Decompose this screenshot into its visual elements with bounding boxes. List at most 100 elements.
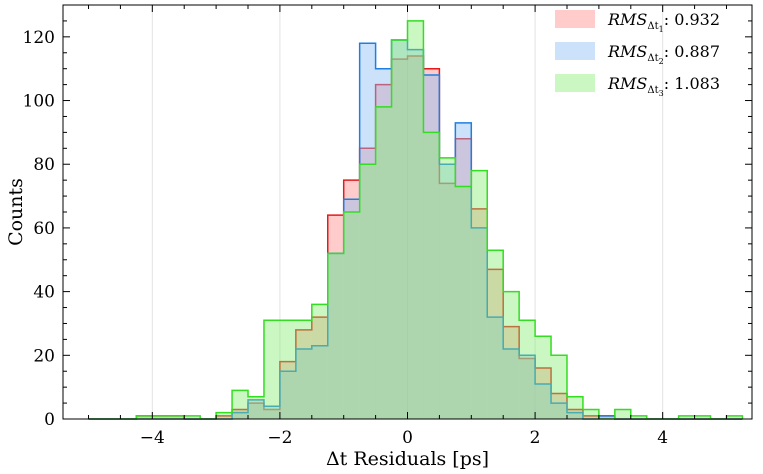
histogram-bar — [551, 393, 567, 419]
histogram-bar — [423, 68, 440, 419]
histogram-bar — [343, 180, 360, 419]
series-2 — [88, 39, 743, 420]
histogram-bar — [279, 361, 296, 419]
histogram-bar — [152, 415, 169, 419]
histogram-bar — [551, 403, 567, 419]
legend-swatch — [555, 10, 595, 28]
histogram-bar — [232, 390, 249, 419]
histogram-bar — [598, 415, 615, 419]
histogram-bar — [391, 40, 408, 420]
histogram-bar — [678, 415, 695, 419]
y-tick-label: 120 — [23, 28, 55, 48]
series-1 — [88, 55, 743, 420]
histogram-bar — [295, 348, 312, 419]
histogram-bar — [216, 412, 233, 419]
histogram-bar — [248, 396, 264, 419]
histogram-bar — [487, 250, 504, 419]
histogram-bar — [423, 132, 440, 419]
histogram-bar — [263, 320, 280, 419]
histogram-bar — [487, 269, 504, 419]
histogram-bar — [375, 68, 392, 419]
histogram-bar — [295, 320, 312, 419]
histogram-bar — [232, 412, 249, 419]
histogram-bar — [136, 415, 153, 419]
y-tick-label: 60 — [33, 219, 55, 239]
grid — [151, 5, 664, 419]
histogram-bar — [295, 329, 312, 419]
y-tick-label: 20 — [33, 346, 55, 366]
histogram-bar — [279, 371, 296, 419]
histogram-bar — [327, 215, 344, 419]
histogram-bar — [439, 164, 456, 419]
x-tick-label: 2 — [530, 428, 541, 448]
y-tick-label: 100 — [23, 92, 55, 112]
histogram-bar — [168, 415, 185, 419]
histogram-bar — [455, 138, 472, 419]
histogram-bar — [630, 415, 647, 419]
histogram-bar — [152, 415, 169, 419]
legend-item: RMSΔt3: 1.083 — [555, 74, 720, 98]
histogram-bar — [343, 199, 360, 419]
x-axis-label: Δt Residuals [ps] — [326, 448, 489, 470]
x-tick-label: 0 — [402, 428, 413, 448]
histogram-bar — [311, 304, 328, 419]
y-axis-label: Counts — [5, 178, 27, 246]
y-tick-label: 80 — [33, 155, 55, 175]
histogram-bar — [503, 348, 520, 419]
histogram-bar — [359, 164, 376, 419]
histogram-bar — [263, 406, 280, 419]
histogram-bar — [582, 415, 599, 419]
y-tick-label: 40 — [33, 283, 55, 303]
series-3 — [88, 20, 744, 420]
histogram-bar — [327, 253, 344, 419]
histogram-bar — [566, 412, 583, 419]
histogram-bar — [375, 84, 392, 419]
histogram-bar — [311, 317, 328, 419]
histogram-bar — [359, 43, 376, 419]
histogram-bar — [136, 415, 153, 419]
histogram-bar — [519, 320, 536, 419]
histogram-bar — [535, 336, 552, 419]
histogram-bar — [407, 49, 424, 419]
histogram-bar — [168, 415, 185, 419]
histogram-bar — [566, 396, 583, 419]
histogram-bar — [248, 403, 264, 419]
x-tick-label: −2 — [267, 428, 292, 448]
histogram-bar — [519, 355, 536, 419]
histogram-bar — [407, 20, 424, 420]
histogram-bar — [551, 355, 567, 419]
histogram-bar — [216, 415, 233, 419]
legend-label: RMSΔt2: 0.887 — [607, 42, 720, 66]
histogram-bar — [598, 415, 615, 419]
legend: RMSΔt1: 0.932 RMSΔt2: 0.887 RMSΔt3: 1.083 — [555, 10, 720, 98]
histogram-bar — [263, 409, 280, 419]
histogram-bar — [535, 368, 552, 419]
legend-swatch — [555, 42, 595, 60]
histogram-bar — [311, 345, 328, 419]
histogram-bar — [327, 253, 344, 419]
histogram-bar — [487, 317, 504, 419]
histogram-series — [88, 20, 744, 420]
legend-label: RMSΔt3: 1.083 — [607, 74, 720, 98]
histogram-bar — [726, 415, 743, 419]
histogram-bar — [471, 170, 488, 419]
histogram-step-line — [88, 20, 744, 420]
x-tick-label: 4 — [657, 428, 668, 448]
histogram-bar — [614, 409, 631, 419]
legend-item: RMSΔt2: 0.887 — [555, 42, 720, 66]
histogram-bar — [455, 186, 472, 419]
histogram-bar — [503, 326, 520, 419]
legend-swatch — [555, 74, 595, 92]
histogram-bar — [439, 183, 456, 419]
legend-label: RMSΔt1: 0.932 — [607, 10, 720, 34]
histogram-bar — [391, 40, 408, 420]
histogram-bar — [184, 415, 201, 419]
histogram-bar — [248, 399, 264, 419]
histogram-bar — [455, 122, 472, 419]
histogram-bar — [471, 208, 488, 419]
histogram-bar — [375, 106, 392, 420]
histogram-bar — [423, 75, 440, 420]
histogram-bar — [519, 358, 536, 419]
